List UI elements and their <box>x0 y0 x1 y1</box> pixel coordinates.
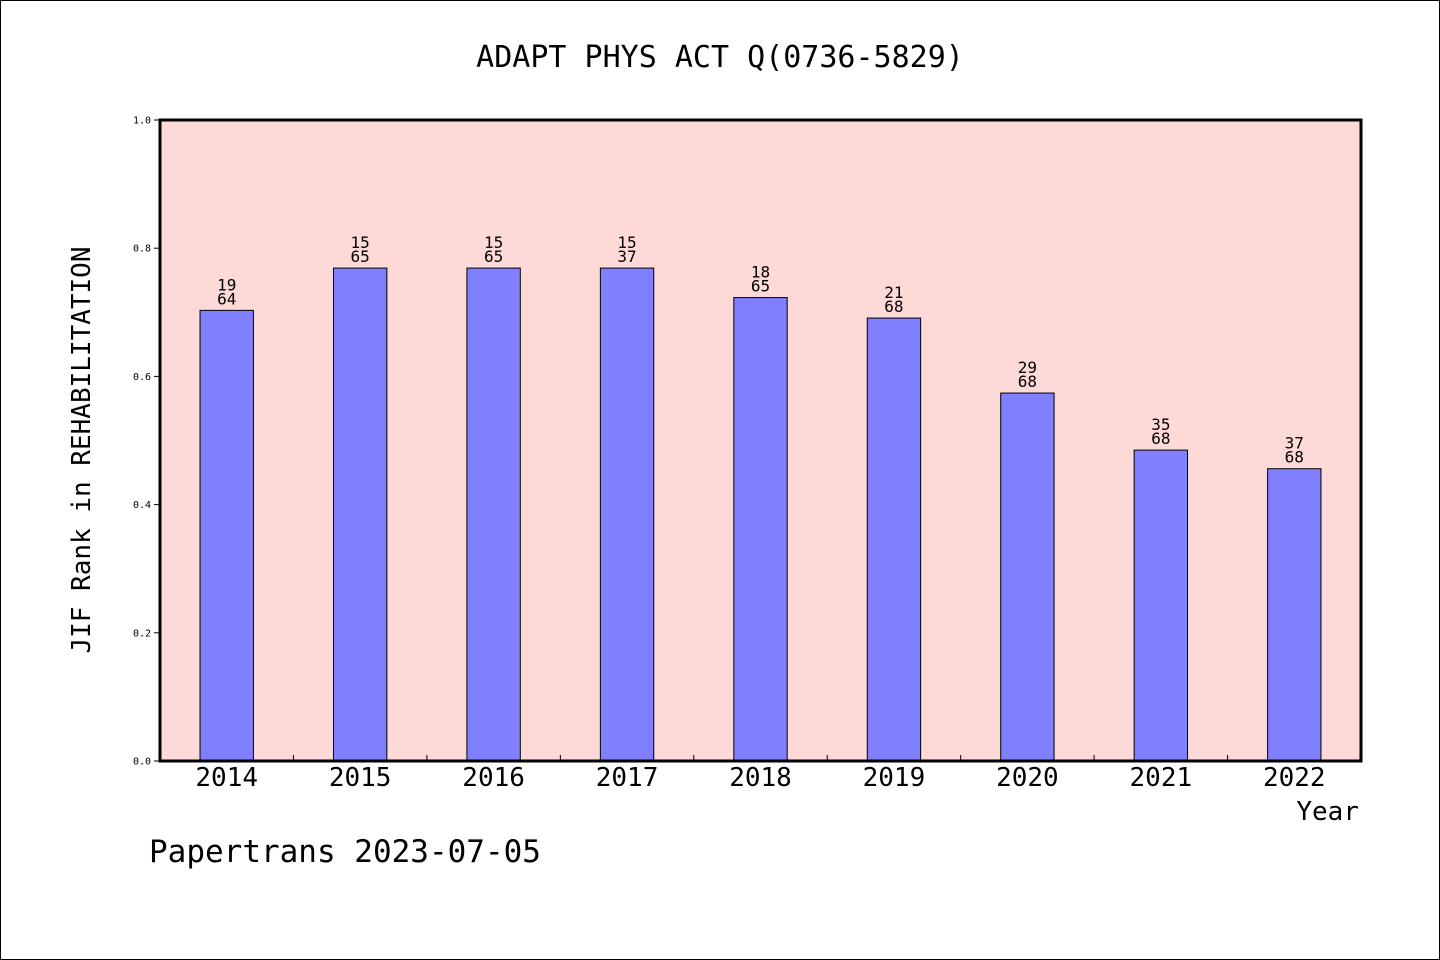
chart-title: ADAPT PHYS ACT Q(0736-5829) <box>476 40 964 75</box>
bar-label-total-2014: 64 <box>217 289 236 308</box>
bar-label-rank-2018: 18 <box>751 263 770 282</box>
bars-group <box>199 267 1322 762</box>
plot-border <box>158 118 1363 763</box>
bar-2014 <box>199 309 254 762</box>
bar-2015 <box>332 267 388 762</box>
bar-2020 <box>1000 392 1055 762</box>
x-tick-label-2018: 2018 <box>729 763 792 793</box>
bar-2019 <box>866 317 922 762</box>
x-axis-ticks: 2014 2015 2016 2017 2018 2019 2020 2021 2022 <box>195 755 1326 793</box>
y-axis-label: JIF Rank in REHABILITATION <box>67 247 97 654</box>
bar-label-rank-2017: 15 <box>617 233 636 252</box>
y-tick-label-1.0: 1.0 <box>133 116 151 127</box>
x-tick-label-2020: 2020 <box>996 763 1059 793</box>
bar-2017 <box>599 267 655 762</box>
bar-2018 <box>733 297 788 762</box>
bar-label-rank-2020: 29 <box>1018 358 1037 377</box>
bar-label-rank-2016: 15 <box>484 233 503 252</box>
bar-2021 <box>1133 449 1189 762</box>
bar-label-total-2015: 65 <box>351 247 370 266</box>
y-axis-ticks: 0.0 0.2 0.4 0.6 0.8 1.0 <box>133 116 160 768</box>
bar-label-total-2017: 37 <box>617 247 636 266</box>
y-tick-label-0.2: 0.2 <box>133 628 151 639</box>
x-tick-label-2015: 2015 <box>329 763 392 793</box>
bar-label-total-2019: 68 <box>884 297 903 316</box>
bar-2016 <box>466 267 521 762</box>
bar-label-total-2018: 65 <box>751 277 770 296</box>
bar-label-total-2016: 65 <box>484 247 503 266</box>
x-tick-label-2019: 2019 <box>863 763 926 793</box>
bar-label-rank-2022: 37 <box>1285 434 1304 453</box>
bar-2022 <box>1267 468 1322 762</box>
x-tick-label-2017: 2017 <box>596 763 659 793</box>
y-tick-label-0.0: 0.0 <box>133 757 151 768</box>
footer-credit: Papertrans 2023-07-05 <box>149 834 541 870</box>
bar-label-rank-2019: 21 <box>884 283 903 302</box>
x-tick-label-2016: 2016 <box>462 763 525 793</box>
x-tick-label-2021: 2021 <box>1130 763 1193 793</box>
bar-label-rank-2015: 15 <box>351 233 370 252</box>
y-tick-label-0.8: 0.8 <box>133 244 151 255</box>
bar-label-total-2020: 68 <box>1018 372 1037 391</box>
bar-label-rank-2014: 19 <box>217 275 236 294</box>
bar-label-total-2021: 68 <box>1151 429 1170 448</box>
bar-label-total-2022: 68 <box>1285 448 1304 467</box>
x-tick-label-2022: 2022 <box>1263 763 1326 793</box>
bar-label-rank-2021: 35 <box>1151 415 1170 434</box>
x-axis-label: Year <box>1296 797 1359 827</box>
y-tick-label-0.4: 0.4 <box>133 500 151 511</box>
y-tick-label-0.6: 0.6 <box>133 372 151 383</box>
x-tick-label-2014: 2014 <box>195 763 258 793</box>
